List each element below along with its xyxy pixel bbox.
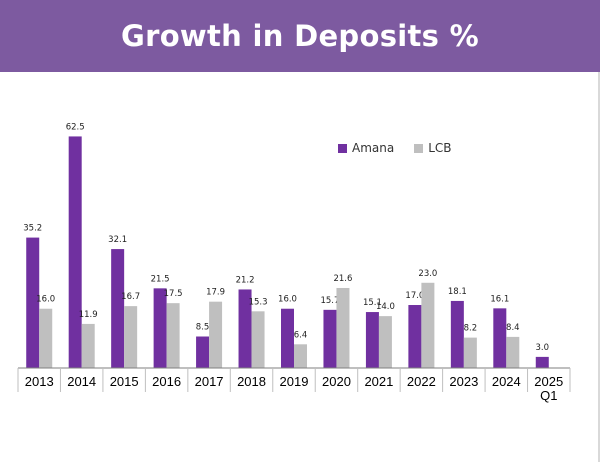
data-label-amana-6: 16.0 (278, 295, 297, 305)
bar-amana-7 (323, 309, 337, 368)
bar-amana-5 (238, 289, 252, 368)
data-label-amana-10: 18.1 (448, 287, 467, 297)
legend-swatch-lcb (414, 143, 424, 153)
data-label-amana-1: 62.5 (66, 122, 85, 132)
x-tick-label-11: 2024 (492, 374, 521, 389)
bar-lcb-7 (336, 287, 350, 368)
title-banner: Growth in Deposits % (0, 0, 600, 72)
bar-lcb-6 (294, 344, 307, 368)
data-label-amana-5: 21.2 (236, 275, 255, 285)
data-label-lcb-11: 8.4 (506, 323, 520, 333)
data-label-lcb-4: 17.9 (206, 288, 225, 298)
bar-amana-2 (111, 249, 125, 368)
bar-lcb-11 (506, 336, 520, 368)
bar-lcb-8 (378, 316, 392, 368)
data-label-lcb-5: 15.3 (249, 297, 268, 307)
frame-edge (598, 72, 600, 462)
bar-amana-9 (408, 305, 422, 368)
x-tick-label-9: 2022 (407, 374, 436, 389)
bar-lcb-2 (124, 306, 138, 368)
bar-amana-4 (196, 336, 210, 368)
bar-lcb-1 (81, 323, 95, 368)
data-label-lcb-8: 14.0 (376, 302, 395, 312)
x-tick-label-4: 2017 (195, 374, 224, 389)
data-label-lcb-10: 8.2 (464, 324, 478, 334)
data-label-lcb-0: 16.0 (36, 295, 55, 305)
legend-item-lcb: LCB (414, 141, 452, 155)
bar-amana-12 (535, 356, 549, 368)
bar-lcb-9 (421, 282, 435, 368)
data-label-amana-9: 17.0 (405, 291, 424, 301)
x-tick-label-7: 2020 (322, 374, 351, 389)
x-tick-label-10: 2023 (449, 374, 478, 389)
data-label-amana-3: 21.5 (151, 274, 170, 284)
page-title: Growth in Deposits % (120, 19, 479, 53)
data-label-lcb-1: 11.9 (79, 310, 98, 320)
bar-lcb-3 (166, 303, 180, 368)
x-tick-label-3: 2016 (152, 374, 181, 389)
data-label-lcb-2: 16.7 (121, 292, 140, 302)
legend-item-amana: Amana (338, 141, 394, 155)
legend-label-lcb: LCB (428, 141, 452, 155)
legend-swatch-amana (338, 143, 347, 153)
data-label-amana-4: 8.5 (196, 323, 210, 333)
data-label-lcb-9: 23.0 (418, 269, 437, 279)
x-tick-label-1: 2014 (67, 374, 96, 389)
data-label-amana-11: 16.1 (490, 294, 509, 304)
bar-lcb-4 (209, 301, 223, 368)
bar-amana-8 (365, 312, 379, 368)
data-label-amana-8: 15.1 (363, 298, 382, 308)
bar-amana-10 (450, 300, 464, 368)
bar-lcb-5 (251, 311, 265, 368)
data-label-lcb-6: 6.4 (294, 330, 308, 340)
x-tick-label-5: 2018 (237, 374, 266, 389)
x-tick-label-0: 2013 (25, 374, 54, 389)
x-tick-label-2: 2015 (110, 374, 139, 389)
bar-amana-11 (493, 308, 507, 368)
data-label-amana-2: 32.1 (108, 235, 127, 245)
bar-amana-0 (26, 237, 40, 368)
x-tick-label-12: 2025 Q1 (534, 374, 563, 403)
data-label-lcb-7: 21.6 (333, 274, 352, 284)
bar-amana-6 (281, 308, 294, 368)
data-label-amana-12: 3.0 (536, 343, 550, 353)
chart-legend: Amana LCB (338, 141, 452, 155)
bar-amana-1 (68, 136, 82, 368)
x-tick-label-6: 2019 (280, 374, 309, 389)
deposit-growth-chart: 35.2 16.0 62.5 11.9 32.1 16.7 21.5 17.5 8.5 17.9 2… (17, 122, 571, 403)
legend-label-amana: Amana (352, 141, 395, 155)
data-label-amana-7: 15.7 (320, 296, 339, 306)
x-tick-label-8: 2021 (364, 374, 393, 389)
bar-amana-3 (153, 288, 167, 368)
data-label-amana-0: 35.2 (23, 224, 42, 234)
bar-lcb-10 (463, 337, 477, 368)
bar-lcb-0 (39, 308, 53, 368)
data-label-lcb-3: 17.5 (164, 289, 183, 299)
